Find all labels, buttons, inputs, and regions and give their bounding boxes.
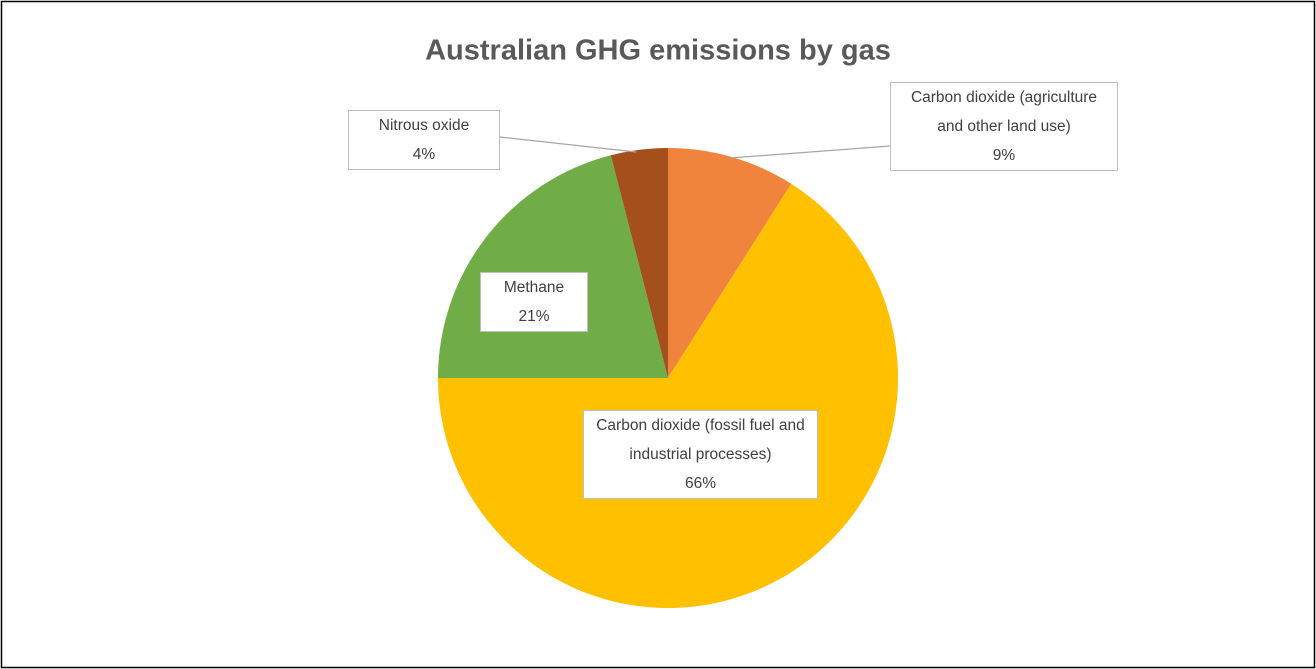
data-label-name: Carbon dioxide (agriculture and other la… xyxy=(910,89,1098,135)
pie-slice xyxy=(668,148,792,378)
data-label-value: 66% xyxy=(684,475,717,492)
chart-title: Australian GHG emissions by gas xyxy=(425,35,891,67)
data-label-value: 9% xyxy=(992,147,1016,164)
data-label-value: 21% xyxy=(518,308,550,325)
data-label-name: Methane xyxy=(503,279,565,296)
leader-line xyxy=(499,136,637,153)
data-label: Methane 21% xyxy=(480,272,588,332)
data-label: Carbon dioxide (fossil fuel and industri… xyxy=(583,410,818,499)
pie-slice xyxy=(610,148,668,378)
data-label-name: Nitrous oxide xyxy=(378,117,470,134)
data-label: Nitrous oxide 4% xyxy=(348,110,500,170)
data-label-name: Carbon dioxide (fossil fuel and industri… xyxy=(596,417,805,463)
leader-line xyxy=(729,145,891,159)
pie-slice xyxy=(438,183,899,609)
data-label: Carbon dioxide (agriculture and other la… xyxy=(890,82,1118,171)
data-label-value: 4% xyxy=(412,146,436,163)
